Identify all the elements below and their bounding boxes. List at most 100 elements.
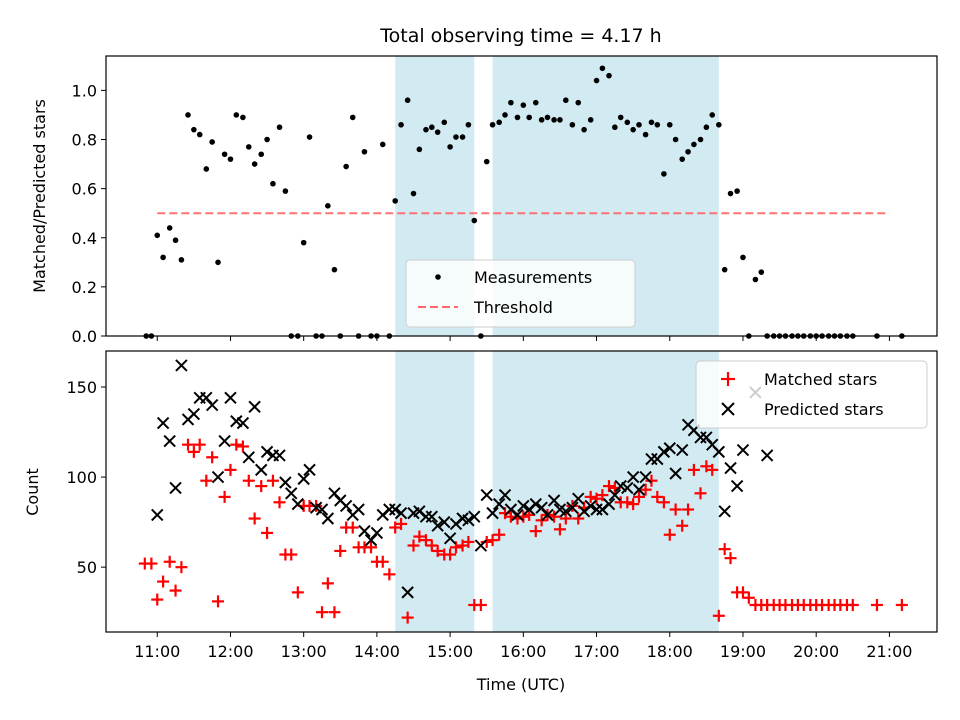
matched-star-point [621, 496, 634, 509]
predicted-star-point-b [230, 415, 243, 428]
predicted-star-point-b [431, 519, 444, 532]
measurement-point [300, 239, 307, 246]
predicted-star-point-b [388, 503, 402, 516]
matched-star-point [383, 568, 396, 581]
matched-star-point [718, 543, 731, 556]
predicted-star-point-b [614, 479, 627, 493]
measurement-point [526, 114, 532, 121]
top-ytick-label-3: 0.6 [72, 180, 97, 199]
measurement-point [172, 237, 179, 244]
bottom-axes-frame [105, 350, 938, 633]
measurement-point [404, 97, 411, 104]
measurement-point [276, 124, 283, 131]
predicted-star-point [590, 503, 603, 516]
predicted-star-point-b [175, 359, 188, 372]
bottom-xtick-label-7: 18:00 [647, 642, 693, 661]
matched-star-point [248, 512, 261, 525]
predicted-star-point-b [480, 488, 493, 502]
predicted-star-point-b [553, 503, 567, 516]
measurement-point [361, 148, 368, 155]
predicted-star-point-b [590, 503, 603, 516]
legend-measurements-label: Measurements [474, 268, 592, 287]
matched-star-point [474, 598, 487, 611]
measurement-point [703, 124, 710, 131]
matched-star-point [163, 555, 176, 568]
matched-star-point [224, 463, 237, 476]
bottom-xtick-label-6: 17:00 [573, 642, 619, 661]
matched-star-point [413, 530, 426, 543]
predicted-star-point [431, 519, 444, 532]
measurement-point [429, 124, 435, 131]
measurement-point [630, 126, 636, 133]
matched-star-point [639, 483, 652, 496]
matched-star-point [444, 548, 457, 561]
predicted-star-point-b [474, 539, 488, 552]
measurement-point [343, 163, 349, 170]
predicted-star-point-b [492, 497, 506, 511]
predicted-star-point [401, 586, 414, 599]
predicted-star-point-b [517, 499, 530, 513]
predicted-star-point [388, 503, 402, 516]
predicted-star-point-b [401, 586, 414, 599]
measurement-point [306, 134, 313, 140]
measurement-point [758, 269, 765, 275]
matched-star-point [529, 525, 542, 538]
measurement-point [661, 171, 667, 177]
measurement-point [154, 232, 161, 239]
legend-measurements-marker [435, 274, 441, 280]
top-legend: Measurements Threshold [405, 259, 636, 328]
measurement-point [734, 188, 740, 194]
measurement-point [551, 117, 557, 123]
matched-star-point [365, 541, 378, 554]
measurement-point [282, 188, 289, 194]
predicted-star-point-b [504, 503, 518, 516]
predicted-star-point [712, 445, 726, 459]
predicted-star-point [151, 508, 164, 522]
bottom-xtick-label-5: 16:00 [500, 642, 546, 661]
measurement-point [685, 148, 691, 155]
bottom-xtick-label-8: 19:00 [720, 642, 766, 661]
bottom-shaded-intervals [395, 351, 719, 632]
predicted-star-point [169, 481, 182, 495]
predicted-star-point-b [632, 483, 646, 496]
top-y-axis: 0.0 0.2 0.4 0.6 0.8 1.0 [72, 81, 106, 346]
measurement-point [465, 121, 472, 128]
matched-star-point [230, 438, 243, 451]
matched-star-point [315, 606, 328, 619]
matched-star-point [566, 499, 579, 512]
predicted-star-point [468, 510, 481, 523]
predicted-star-point-b [718, 505, 731, 518]
predicted-star-point [242, 451, 255, 464]
predicted-star-point [321, 512, 335, 525]
matched-star-point [334, 544, 347, 557]
matched-star-point [493, 528, 506, 541]
matched-star-point [682, 503, 695, 516]
measurement-point [203, 166, 210, 172]
matched-star-point [553, 523, 566, 536]
predicted-star-point-b [760, 449, 774, 462]
matched-star-point [407, 539, 420, 552]
measurement-point [447, 144, 453, 150]
measurement-point [178, 257, 185, 263]
predicted-star-point [273, 449, 286, 462]
matched-star-point [151, 593, 164, 606]
predicted-star-point [669, 467, 682, 480]
measurement-point [398, 121, 404, 128]
predicted-star-point-b [486, 506, 499, 520]
measurement-point [471, 217, 478, 224]
measurement-point [740, 254, 746, 261]
measurement-point [654, 121, 661, 128]
predicted-star-point-b [669, 467, 682, 480]
predicted-star-point [255, 463, 268, 477]
matched-star-point [870, 598, 883, 611]
predicted-star-point [657, 445, 671, 459]
predicted-star-point-b [681, 418, 695, 432]
predicted-star-point-b [621, 481, 634, 495]
predicted-star-point-b [205, 398, 219, 412]
top-panel: Total observing time = 4.17 h 0.00.20.40… [30, 25, 938, 346]
predicted-star-point [438, 515, 451, 529]
predicted-star-point [291, 497, 305, 511]
predicted-star-point [559, 505, 573, 518]
measurement-point [191, 126, 197, 133]
